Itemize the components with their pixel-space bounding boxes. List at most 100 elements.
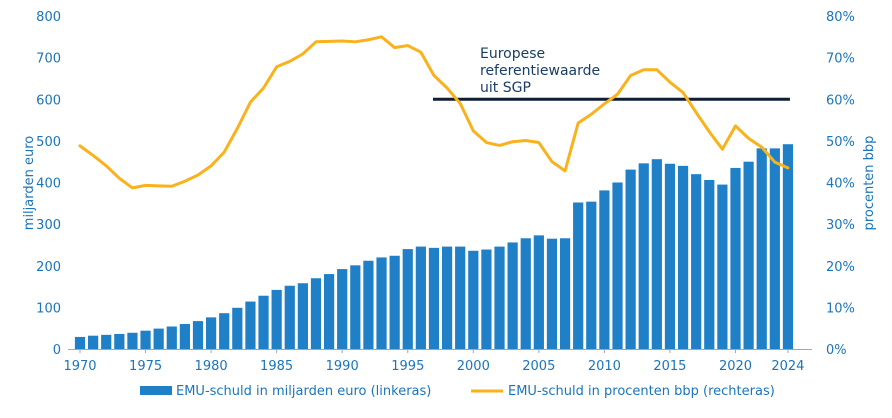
bar-1981 [219, 313, 230, 349]
bar-2023 [769, 148, 780, 349]
y-right-tick-label: 60% [826, 93, 855, 108]
bar-2009 [586, 201, 597, 349]
y-left-tick-label: 800 [36, 10, 61, 25]
bar-1984 [258, 295, 269, 349]
bar-2003 [507, 242, 518, 349]
bar-1972 [101, 334, 112, 349]
y-right-tick-label: 20% [826, 260, 855, 275]
y-right-tick-label: 80% [826, 10, 855, 25]
bar-1971 [88, 335, 99, 349]
debt-gdp-line [78, 35, 790, 190]
bar-2006 [546, 238, 558, 349]
bar-2017 [691, 174, 702, 349]
bar-1994 [389, 255, 400, 349]
annotation-line-2: referentiewaarde [480, 63, 600, 79]
bar-1997 [428, 247, 440, 349]
bar-1978 [179, 324, 190, 349]
y-right-tick-label: 40% [826, 177, 855, 192]
y-left-tick-label: 0 [53, 343, 61, 358]
x-tick-label: 2020 [719, 359, 752, 374]
y-right-tick-label: 10% [826, 301, 855, 316]
bar-2012 [625, 169, 636, 349]
bar-2014 [651, 159, 662, 349]
y-left-tick-label: 300 [36, 218, 61, 233]
y-left-tick-label: 200 [36, 260, 61, 275]
legend-label-bars: EMU-schuld in miljarden euro (linkeras) [176, 384, 431, 399]
axes: 0 100 200 300 400 500 600 700 800 0% 10% 20% 30% 40% 5… [36, 10, 855, 374]
annotation-line-1: Europese [480, 46, 545, 62]
bar-1985 [271, 289, 282, 349]
bar-2018 [704, 180, 715, 349]
bar-2001 [481, 249, 492, 349]
x-tick-label: 1990 [326, 359, 359, 374]
bar-1974 [127, 332, 138, 349]
bar-1999 [455, 246, 466, 349]
bar-1996 [415, 246, 426, 349]
bar-1982 [232, 307, 243, 349]
y-right-tick-label: 70% [826, 52, 855, 67]
bar-2004 [520, 238, 531, 349]
bar-2020 [730, 167, 741, 349]
bar-1980 [206, 317, 217, 349]
x-tick-label: 2015 [653, 359, 686, 374]
bar-2016 [677, 165, 689, 349]
x-tick-label: 2000 [457, 359, 490, 374]
annotation-line-3: uit SGP [480, 80, 531, 96]
bar-2021 [743, 161, 754, 349]
bar-1987 [297, 283, 308, 349]
y-left-tick-label: 500 [36, 135, 61, 150]
bar-series [74, 144, 794, 349]
bar-2024 [782, 144, 794, 349]
bar-1983 [245, 301, 256, 349]
x-tick-label: 1975 [129, 359, 162, 374]
reference-annotation: Europese referentiewaarde uit SGP [480, 46, 600, 96]
y-right-tick-label: 50% [826, 135, 855, 150]
bar-1973 [114, 334, 125, 349]
bar-1991 [350, 265, 361, 349]
bar-2022 [756, 148, 767, 349]
x-tick-label: 1970 [63, 359, 96, 374]
bar-1979 [192, 321, 204, 349]
bar-1988 [310, 278, 322, 349]
bar-1990 [337, 269, 348, 349]
x-tick-label: 2005 [522, 359, 555, 374]
y-right-axis-title: procenten bbp [862, 136, 877, 231]
bar-2019 [717, 184, 728, 349]
x-tick-label: 2010 [588, 359, 621, 374]
legend-swatch-bars [140, 386, 172, 395]
bar-1998 [441, 246, 453, 349]
x-tick-label: 2024 [771, 359, 804, 374]
y-left-tick-label: 700 [36, 52, 61, 67]
line-series [78, 35, 790, 190]
legend-label-line: EMU-schuld in procenten bbp (rechteras) [508, 384, 775, 399]
bar-2010 [599, 190, 610, 349]
bar-1970 [74, 336, 86, 349]
legend: EMU-schuld in miljarden euro (linkeras) … [140, 384, 775, 399]
bar-2011 [612, 182, 623, 349]
bar-1986 [284, 285, 295, 349]
y-left-tick-label: 100 [36, 301, 61, 316]
y-left-axis-title: miljarden euro [22, 136, 37, 230]
y-left-tick-label: 600 [36, 93, 61, 108]
bar-2013 [638, 163, 649, 349]
x-tick-label: 1995 [391, 359, 424, 374]
bar-1976 [153, 328, 164, 349]
bar-2005 [533, 235, 544, 349]
bar-1975 [140, 330, 151, 349]
x-tick-label: 1985 [260, 359, 293, 374]
x-tick-label: 1980 [195, 359, 228, 374]
bar-1989 [323, 274, 335, 349]
bar-1993 [376, 257, 387, 349]
bar-1992 [363, 260, 374, 349]
bar-1995 [402, 249, 413, 349]
bar-2002 [494, 246, 505, 349]
bar-2000 [468, 250, 479, 349]
y-right-tick-label: 30% [826, 218, 855, 233]
bar-2015 [664, 163, 676, 349]
bar-2007 [559, 238, 571, 349]
y-left-tick-label: 400 [36, 177, 61, 192]
bar-2008 [573, 202, 584, 349]
bar-1977 [166, 326, 177, 349]
